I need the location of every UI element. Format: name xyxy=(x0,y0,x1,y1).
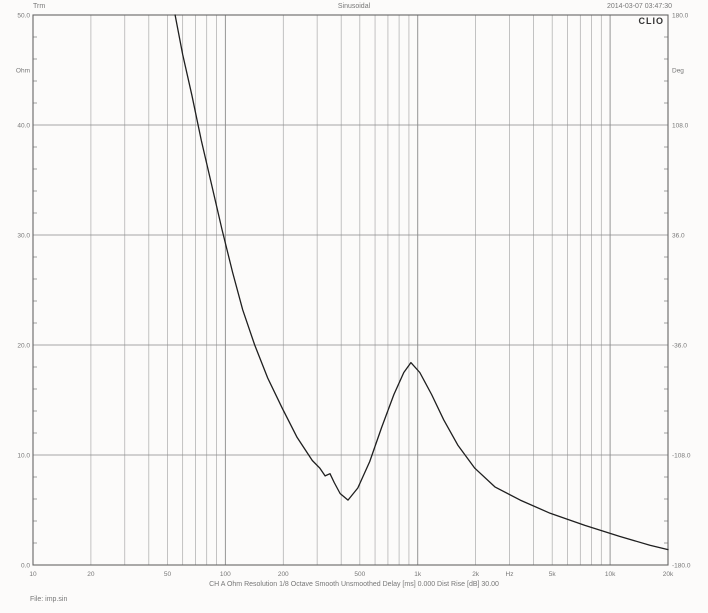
header-left-label: Trm xyxy=(33,3,46,10)
y-right-unit-label: Deg xyxy=(672,68,684,75)
file-name-label: File: imp.sin xyxy=(30,596,68,603)
y-left-tick-label: 40.0 xyxy=(17,123,30,130)
measurement-type-title: Sinusoidal xyxy=(337,3,371,10)
x-tick-label: 10k xyxy=(605,571,616,578)
x-tick-label: 20 xyxy=(87,571,95,578)
x-tick-label: 20k xyxy=(663,571,674,578)
x-tick-label: 1k xyxy=(414,571,422,578)
y-right-tick-label: -180.0 xyxy=(672,563,691,570)
x-tick-label: 100 xyxy=(220,571,231,578)
x-tick-label: 200 xyxy=(278,571,289,578)
y-left-unit-label: Ohm xyxy=(16,68,30,75)
y-right-tick-label: 36.0 xyxy=(672,233,685,240)
y-right-tick-label: -36.0 xyxy=(672,343,687,350)
measurement-settings-line: CH A Ohm Resolution 1/8 Octave Smooth Un… xyxy=(209,581,499,588)
clio-logo: CLIO xyxy=(638,16,664,26)
y-right-tick-label: -108.0 xyxy=(672,453,691,460)
impedance-curve xyxy=(174,14,669,551)
y-left-tick-label: 20.0 xyxy=(17,343,30,350)
x-tick-label: 2k xyxy=(472,571,480,578)
y-right-tick-label: 180.0 xyxy=(672,13,689,20)
y-left-tick-label: 10.0 xyxy=(17,453,30,460)
x-tick-label: 50 xyxy=(164,571,172,578)
x-axis-unit-label: Hz xyxy=(506,571,514,578)
timestamp-label: 2014-03-07 03:47:30 xyxy=(607,3,672,10)
y-left-tick-label: 30.0 xyxy=(17,233,30,240)
plot-frame xyxy=(32,14,669,566)
x-tick-label: 500 xyxy=(354,571,365,578)
x-tick-label: 5k xyxy=(549,571,557,578)
x-tick-label: 10 xyxy=(29,571,37,578)
y-left-tick-label: 0.0 xyxy=(21,563,30,570)
y-left-tick-label: 50.0 xyxy=(17,13,30,20)
y-right-tick-label: 108.0 xyxy=(672,123,689,130)
